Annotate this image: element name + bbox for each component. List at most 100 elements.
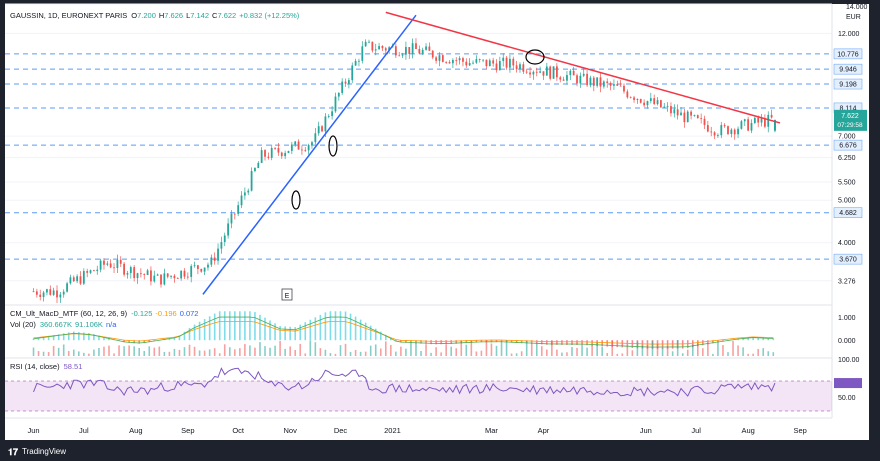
symbol-title[interactable]: GAUSSIN, 1D, EURONEXT PARIS O7.200 H7.626 L… [10, 11, 300, 20]
volume-bar [384, 341, 387, 356]
macd-histogram-bar [455, 340, 458, 344]
price-axis-tick: 4.000 [838, 240, 856, 247]
support-trendline[interactable] [202, 14, 417, 295]
candle-body [686, 111, 689, 123]
candle-body [606, 81, 609, 84]
macd-histogram-bar [480, 340, 483, 343]
volume-bar [299, 343, 302, 356]
candle-body [230, 213, 233, 224]
macd-histogram-bar [339, 311, 342, 341]
macd-histogram-bar [772, 338, 775, 341]
macd-histogram-bar [390, 338, 392, 341]
volume-legend[interactable]: Vol (20) 360.667K 91.106K n/a [10, 320, 117, 329]
candle-body [311, 142, 313, 146]
candle-body [425, 46, 427, 50]
volume-bar [470, 341, 473, 356]
price-axis-tick: 5.500 [838, 180, 856, 187]
candle-body [492, 60, 495, 64]
volume-bar [83, 352, 85, 356]
candle-body [545, 66, 548, 76]
macd-histogram-bar [37, 337, 40, 341]
volume-bar [712, 353, 714, 356]
candle-body [656, 100, 659, 105]
volume-bar [349, 351, 352, 356]
candle-body [589, 77, 592, 86]
resistance-trendline[interactable] [385, 11, 781, 124]
macd-histogram-bar [279, 326, 281, 341]
macd-histogram-bar [626, 340, 629, 348]
volume-bar [359, 351, 362, 356]
macd-histogram-bar [264, 317, 266, 341]
macd-histogram-bar [646, 340, 649, 349]
earnings-marker[interactable] [281, 288, 293, 301]
candle-body [66, 283, 68, 292]
macd-histogram-bar [223, 311, 226, 341]
price-grid [5, 3, 832, 282]
price-axis-tick: 3.276 [838, 278, 856, 285]
candle-body [488, 60, 491, 67]
macd-histogram-bar [47, 335, 50, 341]
candlestick-series [32, 38, 776, 304]
candle-body [572, 70, 575, 76]
volume-bar [561, 352, 563, 356]
volume-bar [727, 352, 729, 356]
macd-histogram-bar [198, 321, 201, 341]
candle-body [680, 112, 682, 116]
candle-body [405, 47, 407, 55]
macd-histogram-bar [747, 337, 749, 341]
price-axis-tick: 14.000 [846, 4, 868, 11]
macd-histogram-bar [707, 340, 709, 345]
macd-histogram-bar [299, 324, 302, 341]
candle-body [378, 45, 380, 50]
candle-body [659, 100, 662, 108]
volume-bar [546, 349, 548, 356]
candle-body [448, 62, 451, 64]
candle-body [267, 156, 270, 158]
macd-histogram-bar [369, 325, 372, 341]
candle-body [143, 274, 146, 275]
macd-histogram-bar [556, 340, 558, 345]
candle-body [197, 265, 199, 269]
volume-bar [646, 345, 649, 356]
volume-bar [32, 347, 35, 356]
rsi-legend[interactable]: RSI (14, close) 58.51 [10, 362, 82, 371]
candle-body [569, 70, 572, 76]
volume-bar [742, 347, 744, 356]
macd-histogram-bar [203, 319, 206, 341]
volume-bar [334, 353, 337, 356]
macd-histogram-bar [168, 338, 171, 341]
candle-body [186, 276, 189, 278]
candle-body [562, 79, 565, 81]
candle-body [314, 133, 317, 143]
earnings-marker-label: E [285, 293, 290, 300]
time-axis-tick: Jun [27, 426, 39, 435]
rsi-axis-tick: 50.00 [838, 395, 856, 402]
volume-bar [52, 345, 55, 356]
candle-body [408, 47, 411, 55]
candle-body [693, 115, 696, 116]
candle-body [703, 118, 706, 126]
macd-histogram-bar [62, 333, 65, 341]
tradingview-logo[interactable]: 𝟏𝟕 TradingView [8, 447, 66, 457]
macd-histogram-bar [364, 322, 367, 341]
volume-bar [485, 340, 488, 356]
volume-bar [666, 346, 669, 356]
macd-histogram-bar [561, 340, 563, 345]
candle-body [344, 81, 347, 84]
macd-histogram-bar [681, 340, 684, 349]
time-axis[interactable]: Jun Jul Aug Sep Oct Nov Dec 2021 Mar Apr Jun Jul Aug… [27, 426, 806, 435]
price-axis[interactable]: 14.000 EUR 12.000 7.000 6.250 5.500 5.000 4.0… [831, 4, 868, 418]
macd-histogram-bar [465, 340, 468, 344]
volume-bar [490, 343, 493, 356]
time-axis-tick: Jul [79, 426, 89, 435]
macd-histogram-bar [294, 327, 297, 341]
candle-body [542, 71, 545, 76]
candle-body [69, 277, 72, 284]
volume-bar [37, 351, 40, 356]
candle-body [760, 118, 763, 123]
level-badge-label: 3.670 [839, 257, 857, 264]
volume-bar [47, 352, 50, 356]
macd-legend[interactable]: CM_Ult_MacD_MTF (60, 12, 26, 9) -0.125 -0.… [10, 309, 198, 318]
candle-body [767, 114, 770, 127]
